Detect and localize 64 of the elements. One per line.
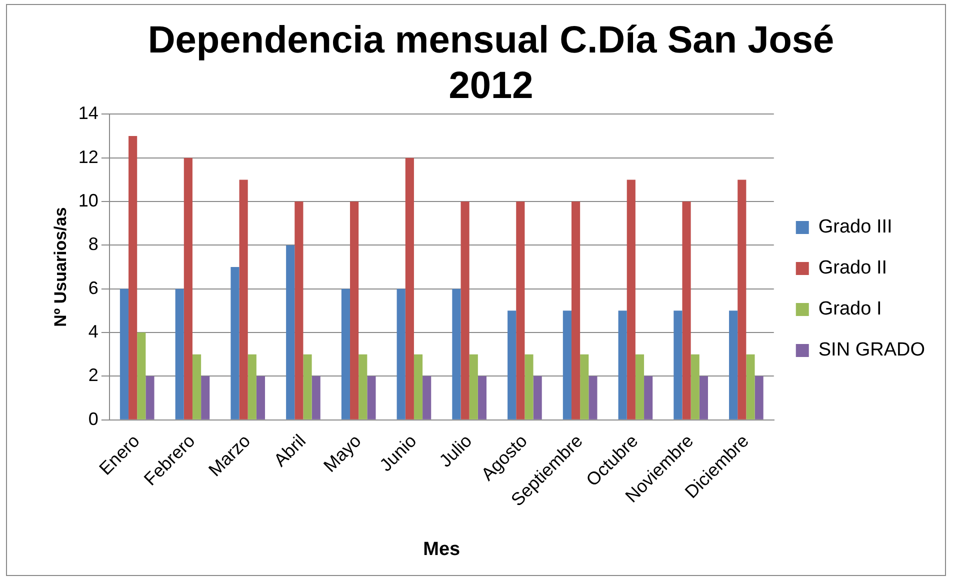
legend-label: SIN GRADO (818, 340, 925, 361)
bar (341, 288, 350, 420)
bar (175, 288, 184, 420)
bar (303, 354, 312, 420)
bar (120, 288, 129, 420)
bar (571, 202, 580, 420)
bar (674, 310, 682, 420)
bar (508, 310, 516, 420)
bar (192, 354, 202, 420)
y-tick-label: 10 (78, 190, 98, 210)
bar (422, 376, 432, 420)
bar (248, 354, 256, 420)
legend-label: Grado I (818, 298, 882, 320)
bar (738, 180, 746, 420)
bar (128, 136, 138, 420)
bar (588, 376, 598, 420)
bar (312, 376, 320, 420)
y-tick-label: 6 (88, 278, 98, 298)
bar (580, 354, 589, 420)
bar (533, 376, 542, 420)
bar (746, 354, 755, 420)
bar (690, 354, 700, 420)
legend-label: Grado II (818, 258, 888, 279)
bar (699, 376, 708, 420)
y-tick-label: 4 (88, 321, 98, 342)
bar (201, 376, 210, 420)
bar (478, 376, 486, 420)
bar (460, 202, 470, 420)
y-tick-label: 12 (78, 146, 98, 167)
bar (452, 288, 461, 420)
bar (524, 354, 534, 420)
bar (358, 354, 368, 420)
bar (256, 376, 266, 420)
y-tick-label: 8 (88, 234, 98, 254)
bar (618, 310, 627, 420)
bar (562, 310, 572, 420)
x-axis-title: Mes (423, 538, 460, 560)
bar (516, 202, 525, 420)
bar (729, 310, 738, 420)
y-tick-label: 0 (88, 408, 98, 429)
x-tick-label: Julio (435, 430, 476, 472)
bar (469, 354, 478, 420)
bar (635, 354, 644, 420)
bar (230, 267, 240, 420)
bar (286, 245, 295, 420)
bar (682, 202, 691, 420)
bar (396, 288, 406, 420)
bar (239, 180, 248, 420)
bar (184, 158, 192, 420)
bar (414, 354, 423, 420)
chart-title: Dependencia mensual C.Día San José 2012 (148, 19, 834, 107)
bar (137, 332, 146, 420)
y-tick-label: 14 (78, 103, 98, 124)
bar (626, 180, 636, 420)
y-tick-label: 2 (88, 365, 98, 386)
bar (644, 376, 653, 420)
legend-label: Grado III (818, 216, 892, 238)
y-axis-title: Nº Usuarios/as (50, 207, 70, 327)
bar (405, 158, 414, 420)
bar (294, 202, 304, 420)
bar (367, 376, 376, 420)
bar (146, 376, 154, 420)
bar (350, 202, 359, 420)
bar (754, 376, 764, 420)
